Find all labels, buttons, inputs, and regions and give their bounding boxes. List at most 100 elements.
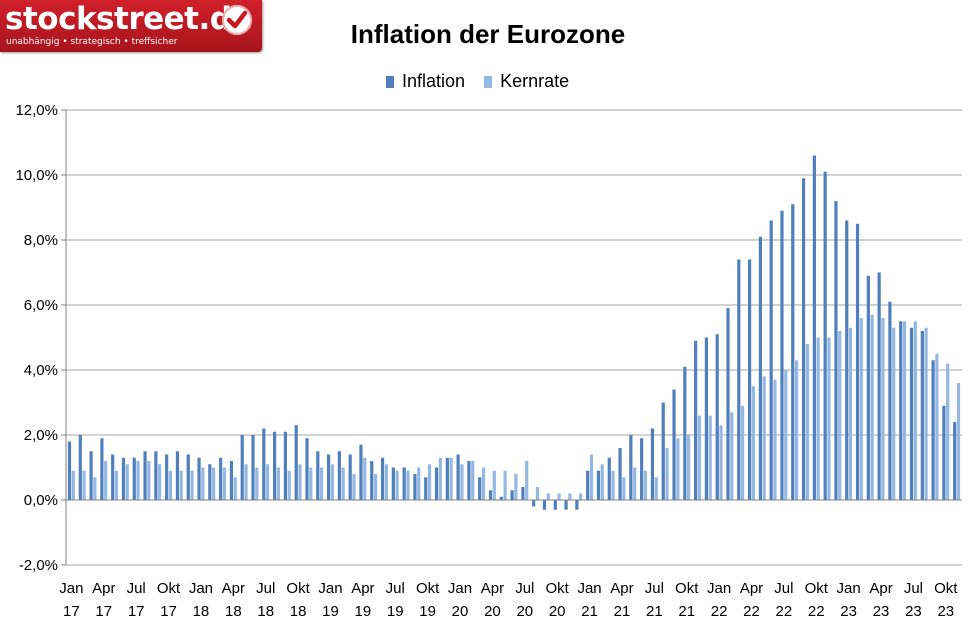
x-tick-label-year: 23 xyxy=(873,603,890,620)
bar-kernrate xyxy=(373,474,378,500)
bar-inflation xyxy=(542,500,547,510)
bar-inflation xyxy=(769,220,773,500)
bar-inflation xyxy=(791,204,795,500)
bar-kernrate xyxy=(600,464,604,500)
bar-inflation xyxy=(855,223,860,500)
bar-kernrate xyxy=(104,461,108,500)
bar-kernrate xyxy=(794,360,799,500)
bar-inflation xyxy=(747,259,752,500)
x-tick-label-year: 23 xyxy=(840,603,857,620)
bar-inflation xyxy=(683,366,687,500)
bar-kernrate xyxy=(568,493,572,500)
bar-kernrate xyxy=(93,477,97,500)
bar-inflation xyxy=(640,438,644,500)
bar-inflation xyxy=(273,431,277,500)
stockstreet-logo: stockstreet.de unabhängig • strategisch … xyxy=(0,0,262,52)
bar-kernrate xyxy=(201,467,205,500)
x-tick-label-month: Okt xyxy=(286,580,310,597)
bar-inflation xyxy=(532,500,536,507)
bar-kernrate xyxy=(158,464,162,500)
x-tick-label-month: Jan xyxy=(837,580,861,597)
bar-inflation xyxy=(942,405,946,500)
y-tick-label: 0,0% xyxy=(24,492,58,509)
bar-kernrate xyxy=(363,457,367,500)
bar-inflation xyxy=(607,457,611,500)
bar-inflation xyxy=(337,451,341,500)
bar-kernrate xyxy=(341,467,345,500)
bars xyxy=(67,155,961,510)
bar-kernrate xyxy=(924,327,928,500)
logo-tagline: unabhängig • strategisch • treffsicher xyxy=(6,37,178,47)
bar-kernrate xyxy=(82,470,86,500)
x-tick-label-year: 20 xyxy=(516,603,533,620)
bar-kernrate xyxy=(589,454,594,500)
bar-kernrate xyxy=(697,415,702,500)
x-tick-label-month: Jul xyxy=(774,580,793,597)
chart-title: Inflation der Eurozone xyxy=(350,19,626,49)
bar-kernrate xyxy=(805,344,809,500)
bar-kernrate xyxy=(255,467,259,500)
x-tick-label-month: Jan xyxy=(448,580,472,597)
bar-kernrate xyxy=(352,474,356,500)
bar-inflation xyxy=(586,470,590,500)
bar-kernrate xyxy=(730,412,734,500)
bar-kernrate xyxy=(438,457,442,500)
x-tick-label-year: 22 xyxy=(808,603,825,620)
x-tick-label-year: 17 xyxy=(128,603,145,620)
bar-kernrate xyxy=(557,493,561,500)
gridlines xyxy=(66,109,962,566)
bar-inflation xyxy=(380,457,385,500)
bar-inflation xyxy=(650,428,655,500)
bar-inflation xyxy=(931,360,935,500)
bar-inflation xyxy=(467,461,471,500)
x-tick-label-month: Okt xyxy=(675,580,699,597)
bar-kernrate xyxy=(902,321,907,500)
bar-kernrate xyxy=(125,464,129,500)
x-tick-label-year: 23 xyxy=(905,603,922,620)
bar-inflation xyxy=(758,236,762,500)
bar-inflation xyxy=(283,431,287,500)
bar-inflation xyxy=(67,441,72,500)
bar-kernrate xyxy=(136,461,140,500)
bar-inflation xyxy=(413,474,417,500)
y-tick-label: 8,0% xyxy=(24,232,58,249)
x-tick-label-month: Apr xyxy=(481,580,504,597)
bar-kernrate xyxy=(503,470,507,500)
x-tick-label-month: Apr xyxy=(351,580,374,597)
x-tick-label-year: 22 xyxy=(743,603,760,620)
x-tick-label-month: Apr xyxy=(92,580,115,597)
bar-inflation xyxy=(737,259,741,500)
bar-inflation xyxy=(391,467,395,500)
bar-kernrate xyxy=(935,353,939,500)
bar-inflation xyxy=(704,337,709,500)
bar-kernrate xyxy=(859,318,863,500)
bar-kernrate xyxy=(535,487,540,500)
bar-inflation xyxy=(834,201,838,500)
x-tick-label-month: Jul xyxy=(904,580,923,597)
bar-inflation xyxy=(780,210,784,500)
x-tick-label-year: 19 xyxy=(322,603,339,620)
bar-inflation xyxy=(316,451,320,500)
legend-label-inflation: Inflation xyxy=(402,71,466,91)
x-tick-label-year: 17 xyxy=(63,603,80,620)
x-tick-label-month: Apr xyxy=(222,580,245,597)
bar-kernrate xyxy=(492,470,496,500)
x-tick-label-month: Apr xyxy=(610,580,633,597)
bar-inflation xyxy=(899,321,903,500)
bar-inflation xyxy=(694,340,698,500)
x-tick-label-year: 20 xyxy=(484,603,501,620)
bar-kernrate xyxy=(784,370,788,500)
x-tick-label-year: 18 xyxy=(193,603,210,620)
bar-kernrate xyxy=(643,470,648,500)
x-tick-label-month: Okt xyxy=(934,580,958,597)
bar-kernrate xyxy=(384,464,388,500)
x-tick-label-month: Apr xyxy=(869,580,892,597)
bar-inflation xyxy=(186,454,190,500)
bar-inflation xyxy=(661,402,665,500)
bar-inflation xyxy=(240,435,244,500)
bar-kernrate xyxy=(222,467,227,500)
x-tick-label-year: 21 xyxy=(614,603,631,620)
bar-kernrate xyxy=(848,327,853,500)
bar-kernrate xyxy=(471,461,475,500)
x-tick-label-month: Jul xyxy=(256,580,275,597)
